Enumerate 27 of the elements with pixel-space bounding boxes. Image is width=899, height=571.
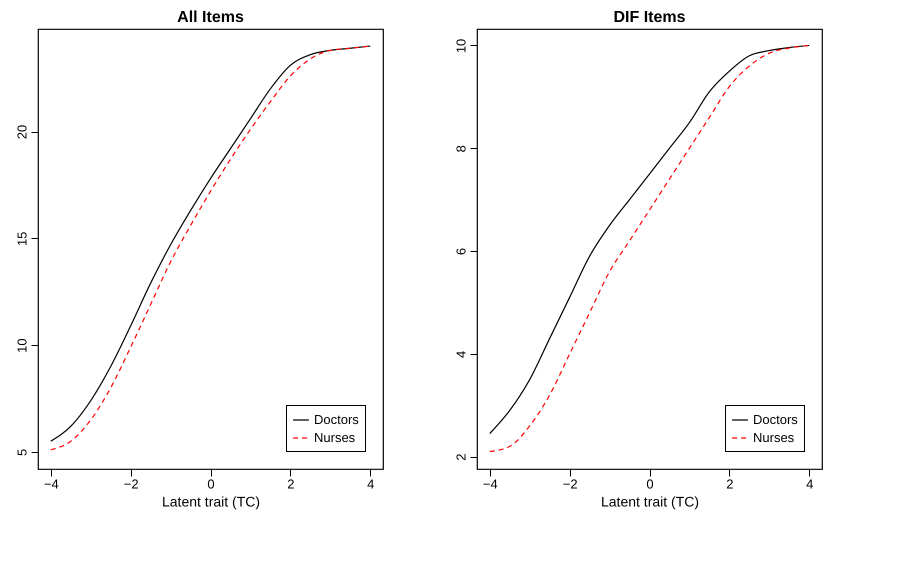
x-tick-label: 4 bbox=[806, 476, 814, 492]
y-tick-label: 10 bbox=[14, 338, 30, 353]
x-axis-title: Latent trait (TC) bbox=[162, 494, 260, 510]
y-tick-label: 4 bbox=[454, 350, 468, 358]
x-tick-label: 2 bbox=[287, 476, 294, 492]
x-tick-label: 4 bbox=[367, 476, 374, 492]
x-tick-label: −2 bbox=[562, 476, 578, 492]
y-tick-label: 2 bbox=[454, 454, 468, 461]
x-tick-label: 0 bbox=[207, 476, 215, 492]
x-axis-title: Latent trait (TC) bbox=[600, 494, 700, 510]
x-tick-label: −4 bbox=[44, 476, 59, 492]
y-tick-label: 10 bbox=[454, 38, 468, 54]
x-tick-label: 2 bbox=[726, 476, 734, 492]
x-tick-label: 0 bbox=[646, 476, 654, 492]
chart-title: DIF Items bbox=[613, 9, 686, 26]
legend-label: Doctors bbox=[753, 412, 798, 427]
x-tick-label: −4 bbox=[482, 476, 498, 492]
y-tick-label: 5 bbox=[14, 448, 30, 456]
legend-label: Nurses bbox=[753, 430, 795, 445]
y-tick-label: 6 bbox=[454, 248, 468, 256]
y-tick-label: 20 bbox=[14, 124, 30, 140]
y-tick-label: 8 bbox=[454, 145, 468, 152]
y-tick-label: 15 bbox=[14, 232, 30, 246]
chart-title: All Items bbox=[177, 9, 244, 26]
legend-label: Doctors bbox=[314, 412, 360, 427]
legend-label: Nurses bbox=[314, 430, 356, 445]
x-tick-label: −2 bbox=[124, 476, 139, 492]
